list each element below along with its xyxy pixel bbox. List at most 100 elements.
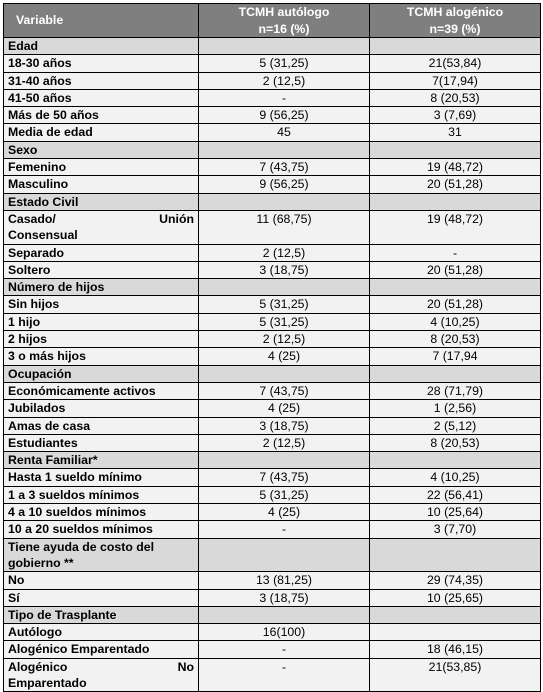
cell-alogenico: 4 (10,25): [369, 312, 541, 332]
cell-alogenico: [369, 364, 541, 383]
row-label: Económicamente activos: [3, 381, 199, 401]
cell-autologo: -: [198, 657, 370, 692]
section-row: Número de hijos: [3, 278, 541, 297]
row-label: 18-30 años: [3, 54, 199, 73]
table-row: Hasta 1 sueldo mínimo 7 (43,75) 4 (10,25): [3, 468, 541, 487]
cell-alogenico: 8 (20,53): [369, 88, 541, 108]
cell-autologo: 7 (43,75): [198, 468, 370, 487]
table-row: 41-50 años -8 (20,53): [3, 88, 541, 108]
cell-autologo: 9 (56,25): [198, 175, 370, 194]
row-label: 31-40 años: [3, 71, 199, 90]
row-label: Hasta 1 sueldo mínimo: [3, 468, 199, 487]
row-label: Femenino: [3, 158, 199, 177]
cell-autologo: [198, 364, 370, 383]
cell-autologo: 2 (12,5): [198, 330, 370, 349]
row-label: 41-50 años: [3, 88, 199, 108]
cell-alogenico: 20 (51,28): [369, 260, 541, 280]
table-row: Casado/Unión Consensual 11 (68,75) 19 (48,7…: [3, 209, 541, 245]
row-label: Autólogo: [3, 623, 199, 642]
section-label: Tiene ayuda de costo del gobierno **: [3, 537, 199, 573]
cell-alogenico: 21(53,85): [369, 657, 541, 692]
cell-autologo: 2 (12,5): [198, 243, 370, 262]
row-label: Estudiantes: [3, 433, 199, 453]
cell-autologo: 5 (31,25): [198, 54, 370, 73]
cell-alogenico: [369, 140, 541, 160]
cell-autologo: 3 (18,75): [198, 260, 370, 280]
row-label: Alogénico No Emparentado: [3, 657, 199, 692]
cell-alogenico: [369, 451, 541, 470]
table-row: 31-40 años 2 (12,5) 7(17,94): [3, 71, 541, 90]
section-row: Renta Familiar*: [3, 451, 541, 470]
cell-autologo: [198, 278, 370, 297]
row-label: 4 a 10 sueldos mínimos: [3, 503, 199, 522]
table-row: Amas de casa 3 (18,75) 2 (5,12): [3, 416, 541, 435]
cell-autologo: 5 (31,25): [198, 485, 370, 505]
table-row: 1 hijo 5 (31,25) 4 (10,25): [3, 312, 541, 332]
table-row: No 13 (81,25) 29 (74,35): [3, 571, 541, 590]
row-label-part: Casado/: [8, 211, 56, 226]
row-label: 3 o más hijos: [3, 347, 199, 366]
header-alogenico-title: TCMH alogénico: [406, 5, 504, 20]
section-row: Tiene ayuda de costo del gobierno **: [3, 537, 541, 573]
section-label: Tipo de Trasplante: [3, 605, 199, 625]
cell-alogenico: 20 (51,28): [369, 295, 541, 314]
cell-alogenico: 19 (48,72): [369, 158, 541, 177]
cell-autologo: -: [198, 520, 370, 539]
table-row: Autólogo 16(100): [3, 623, 541, 642]
cell-autologo: 5 (31,25): [198, 312, 370, 332]
section-row: Tipo de Trasplante: [3, 605, 541, 625]
row-label: Casado/Unión Consensual: [3, 209, 199, 245]
cell-alogenico: [369, 36, 541, 56]
cell-alogenico: 31: [369, 123, 541, 142]
table-row: Alogénico No Emparentado -21(53,85): [3, 657, 541, 692]
cell-autologo: [198, 537, 370, 573]
cell-autologo: 3 (18,75): [198, 588, 370, 607]
header-autologo: TCMH autólogo n=16 (%): [198, 3, 370, 38]
cell-autologo: 3 (18,75): [198, 416, 370, 435]
table-row: 2 hijos 2 (12,5) 8 (20,53): [3, 330, 541, 349]
row-label: 1 hijo: [3, 312, 199, 332]
cell-alogenico: 29 (74,35): [369, 571, 541, 590]
cell-alogenico: 8 (20,53): [369, 433, 541, 453]
row-label: Sin hijos: [3, 295, 199, 314]
cell-alogenico: 22 (56,41): [369, 485, 541, 505]
header-alogenico: TCMH alogénico n=39 (%): [369, 3, 541, 38]
cell-autologo: 2 (12,5): [198, 71, 370, 90]
header-row: Variable TCMH autólogo n=16 (%) TCMH alo…: [3, 3, 541, 38]
table-row: 18-30 años 5 (31,25) 21(53,84): [3, 54, 541, 73]
table-row: 1 a 3 sueldos mínimos 5 (31,25) 22 (56,41): [3, 485, 541, 505]
table-row: Sí 3 (18,75) 10 (25,65): [3, 588, 541, 607]
cell-alogenico: 19 (48,72): [369, 209, 541, 245]
row-label-part: No: [177, 659, 194, 674]
cell-alogenico: [369, 537, 541, 573]
cell-autologo: [198, 140, 370, 160]
section-label: Renta Familiar*: [3, 451, 199, 470]
cell-alogenico: 7(17,94): [369, 71, 541, 90]
table-row: Más de 50 años 9 (56,25) 3 (7,69): [3, 106, 541, 125]
table-row: 4 a 10 sueldos mínimos 4 (25) 10 (25,64): [3, 503, 541, 522]
cell-alogenico: -: [369, 243, 541, 262]
table-row: Femenino 7 (43,75) 19 (48,72): [3, 158, 541, 177]
cell-autologo: 4 (25): [198, 347, 370, 366]
table-row: Separado 2 (12,5) -: [3, 243, 541, 262]
table-row: Soltero 3 (18,75) 20 (51,28): [3, 260, 541, 280]
header-autologo-n: n=16 (%): [258, 21, 310, 36]
header-alogenico-n: n=39 (%): [429, 21, 481, 36]
cell-alogenico: 3 (7,69): [369, 106, 541, 125]
cell-alogenico: [369, 605, 541, 625]
cell-autologo: [198, 192, 370, 211]
table-row: Jubilados 4 (25) 1 (2,56): [3, 399, 541, 418]
cell-autologo: [198, 36, 370, 56]
cell-alogenico: 21(53,84): [369, 54, 541, 73]
row-label: Soltero: [3, 260, 199, 280]
cell-autologo: [198, 605, 370, 625]
cell-autologo: 4 (25): [198, 399, 370, 418]
cell-alogenico: 8 (20,53): [369, 330, 541, 349]
row-label-line2: Consensual: [8, 228, 78, 243]
table-row: Media de edad 45 31: [3, 123, 541, 142]
cell-autologo: 7 (43,75): [198, 381, 370, 401]
cell-alogenico: [369, 192, 541, 211]
section-label: Ocupación: [3, 364, 199, 383]
header-variable: Variable: [3, 3, 199, 38]
row-label: 10 a 20 sueldos mínimos: [3, 520, 199, 539]
